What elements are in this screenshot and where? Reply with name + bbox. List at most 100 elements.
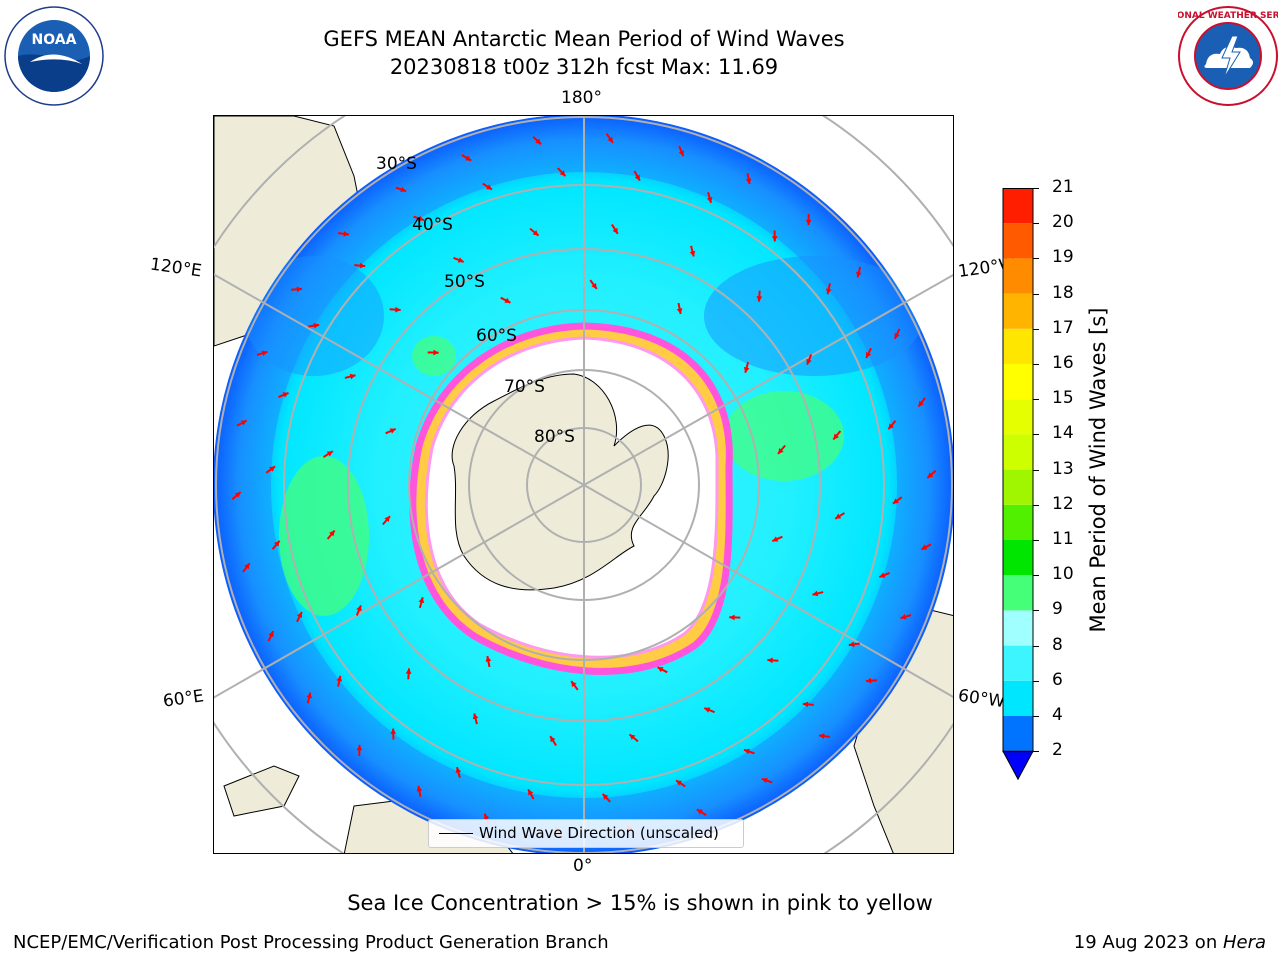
lon-label-0: 0° [573,856,593,876]
colorbar-segment [1003,540,1033,576]
lon-label-180: 180° [561,88,602,108]
wind-wave-arrowhead [767,657,773,664]
wind-wave-arrowhead [504,297,511,303]
colorbar-segment [1003,223,1033,259]
colorbar-tick-label: 9 [1052,599,1063,620]
wind-wave-arrowhead [559,170,566,177]
wind-wave-arrowhead [918,400,924,407]
colorbar-tick-label: 8 [1052,634,1063,655]
wind-wave-arrowhead [485,184,492,190]
colorbar-tick-label: 16 [1052,353,1074,373]
colorbar-tick [1033,716,1039,717]
wind-wave-arrowhead [835,513,842,519]
colorbar-tick [1033,504,1039,506]
wind-wave-arrowhead [269,466,276,472]
wind-wave-arrowhead [833,433,839,440]
colorbar-tick-label: 10 [1052,564,1074,585]
colorbar [1002,188,1034,781]
wind-wave-arrowhead [756,296,763,302]
wind-wave-arrowhead [761,777,768,784]
lon-label-120e: 120°E [148,254,203,282]
wind-wave-arrowhead [485,656,492,662]
wind-wave-arrowhead [612,227,618,234]
wind-wave-arrowhead [745,178,752,185]
high-period-patch-east [724,391,844,481]
nws-logo-text: NATIONAL WEATHER SERVICE [1178,11,1278,21]
wind-wave-arrowhead [389,428,396,434]
wind-wave-arrowhead [657,667,664,673]
footer-credit: NCEP/EMC/Verification Post Processing Pr… [13,932,609,953]
wind-wave-arrowhead [472,713,479,720]
antarctica-land [451,373,669,591]
lat-label-40s: 40°S [412,215,453,235]
colorbar-segment [1003,328,1033,364]
wind-wave-arrowhead [865,677,872,684]
wind-wave-arrowhead [921,544,928,550]
lat-label-70s: 70°S [504,377,545,397]
wind-wave-arrows [231,133,937,837]
colorbar-tick [1033,399,1039,401]
wind-wave-arrowhead [805,219,812,226]
wind-wave-arrowhead [356,605,362,612]
colorbar-segment [1003,258,1033,294]
colorbar-tick-label: 4 [1052,705,1063,725]
wind-wave-arrowhead [349,373,356,380]
colorbar-tick-label: 20 [1052,212,1074,233]
wind-wave-arrowhead [629,734,636,740]
colorbar-tick [1033,328,1039,330]
wind-wave-arrowhead [607,136,613,143]
lat-label-50s: 50°S [444,272,485,292]
wind-wave-arrowhead [812,590,819,597]
wind-wave-arrowhead [274,540,280,547]
colorbar-segment [1003,293,1033,329]
wind-wave-arrowhead [416,785,423,792]
wind-wave-arrowhead [326,451,333,457]
wind-wave-arrowhead [261,350,268,357]
footer-date: 19 Aug 2023 on Hera [1074,932,1266,953]
colorbar-tick [1033,469,1039,471]
wind-wave-arrowhead [359,262,366,269]
high-period-patch-north [412,336,456,376]
colorbar-tick [1033,223,1039,225]
wind-wave-arrowhead [313,322,320,329]
colorbar-tick-label: 14 [1052,423,1074,444]
wind-wave-arrowhead [892,498,899,504]
wind-wave-arrowhead [535,138,542,145]
lon-label-60w: 60°W [956,685,1007,713]
wind-wave-arrowhead [329,530,335,537]
wind-wave-arrowhead [418,597,425,604]
wind-wave-arrowhead [483,813,490,820]
colorbar-tick-label: 13 [1052,458,1074,479]
map-subtitle: 20230818 t00z 312h fcst Max: 11.69 [389,55,779,79]
map-legend: Wind Wave Direction (unscaled) [428,819,744,848]
wind-wave-arrowhead [802,701,809,708]
colorbar-tick [1033,188,1039,189]
wind-wave-arrowhead [550,736,556,743]
wind-wave-arrowhead [888,423,894,430]
wind-wave-arrowhead [296,286,303,293]
wind-wave-arrowhead [771,236,778,242]
wind-wave-arrowhead [395,306,401,313]
noaa-logo-text: NOAA [32,32,77,48]
wind-wave-arrowhead [706,196,713,203]
colorbar-segment [1003,610,1033,646]
colorbar-tick-label: 18 [1052,282,1074,303]
wind-wave-arrowhead [602,793,609,800]
lon-label-60e: 60°E [161,686,206,712]
lat-label-30s: 30°S [376,154,417,174]
wind-wave-arrowhead [676,308,683,314]
colorbar-segment [1003,399,1033,435]
colorbar-tick [1033,293,1039,295]
wind-wave-arrowhead [676,780,683,786]
wind-wave-arrowhead [696,809,703,815]
colorbar-segment [1003,504,1033,540]
wind-wave-arrowhead [356,744,363,751]
lat-label-60s: 60°S [476,326,517,346]
wind-wave-arrowhead [743,366,750,373]
legend-label: Wind Wave Direction (unscaled) [479,824,719,842]
footer-date-prefix: 19 Aug 2023 on [1073,932,1223,953]
colorbar-tick-label: 11 [1052,529,1074,549]
wind-wave-arrowhead [433,349,439,356]
colorbar-segment [1003,188,1033,224]
wind-wave-arrowhead [343,231,349,237]
